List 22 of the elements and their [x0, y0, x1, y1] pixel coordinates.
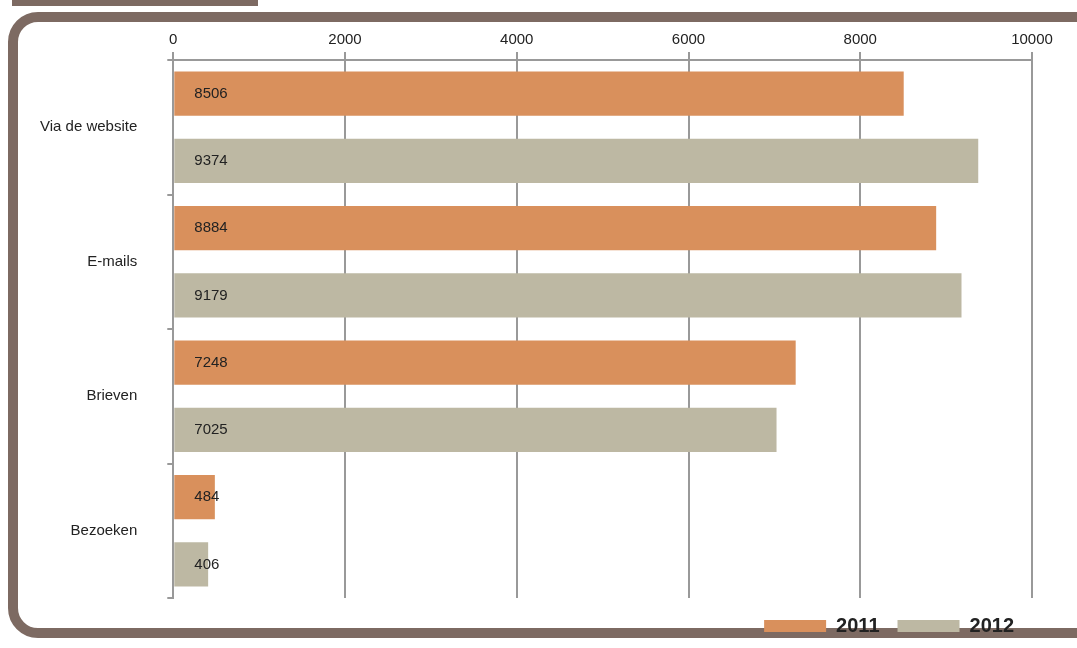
data-label: 9179 [194, 285, 228, 303]
x-tick-label: 4000 [500, 30, 534, 48]
x-tick-label: 8000 [843, 30, 877, 48]
data-label: 7025 [194, 420, 228, 438]
y-tick-label: Brieven [86, 386, 138, 404]
x-tick-label: 6000 [671, 30, 706, 48]
bar [174, 407, 777, 453]
bar [174, 71, 904, 116]
bar [174, 138, 979, 184]
bar [174, 340, 796, 385]
x-tick-label: 0 [169, 30, 178, 48]
x-tick-label: 10000 [1011, 30, 1053, 48]
y-tick-label: Via de website [39, 117, 138, 135]
y-tick-label: E-mails [87, 251, 138, 269]
bar [174, 205, 937, 251]
data-label: 8884 [194, 218, 228, 236]
y-tick-label: Bezoeken [70, 520, 138, 538]
bar [174, 273, 962, 318]
x-tick-label: 2000 [328, 30, 362, 48]
data-label: 7248 [194, 352, 228, 370]
data-label: 8506 [194, 83, 228, 101]
data-label: 9374 [194, 151, 228, 169]
